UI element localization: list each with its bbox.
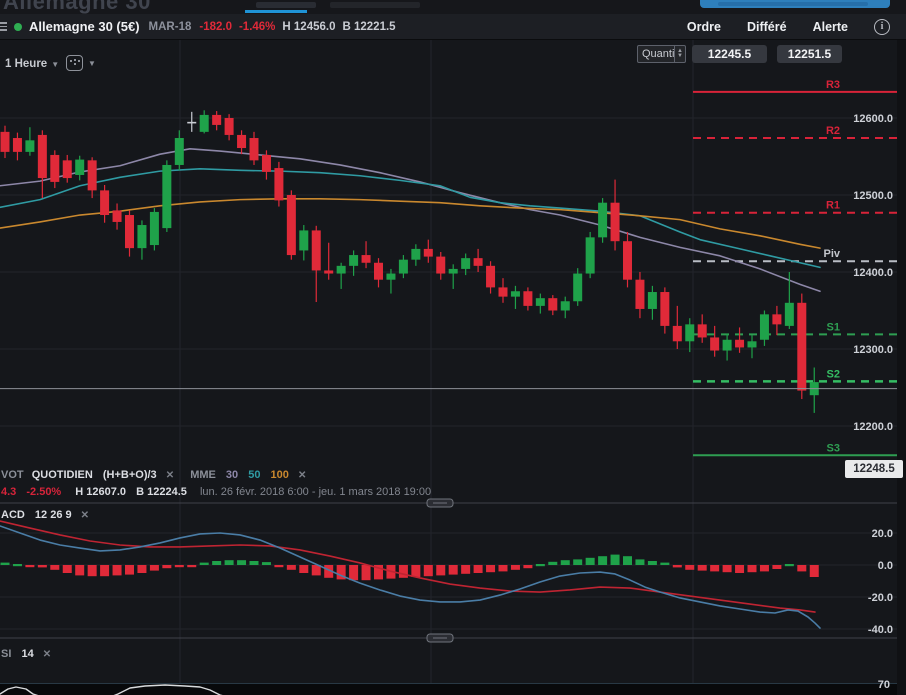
order-button[interactable]: Ordre [686,19,721,34]
pivot-name: QUOTIDIEN [31,469,93,481]
close-icon[interactable]: ✕ [42,649,52,660]
instrument-header: Allemagne 30 (5€) MAR-18 -182.0 -1.46% H… [0,14,906,40]
chart-area[interactable]: R3 R2 R1 Piv S1 S2 S3 12600.0 12500.0 12400.0 1230… [0,40,906,695]
svg-text:R3: R3 [826,79,840,91]
candlestick-type-icon [66,55,83,71]
session-low: B 12221.5 [342,20,396,33]
active-tab-underline [245,10,307,13]
clipped-tab-text [330,2,420,8]
candlestick-chart-canvas[interactable]: R3 R2 R1 Piv S1 S2 S3 12600.0 12500.0 12400.0 1230… [0,40,906,695]
svg-text:0.0: 0.0 [878,560,893,572]
indicator-values-row: 4.3 -2.50% H 12607.0 B 12224.5 lun. 26 f… [1,486,431,498]
svg-text:20.0: 20.0 [872,528,893,540]
svg-text:Piv: Piv [823,248,840,260]
svg-text:-20.0: -20.0 [868,592,893,604]
svg-text:12600.0: 12600.0 [853,113,893,125]
visible-date-range: lun. 26 févr. 2018 6:00 - jeu. 1 mars 20… [199,486,432,498]
current-price-tag: 12248.5 [845,459,903,478]
deferred-button[interactable]: Différé [746,19,787,34]
mme-label: MME [190,469,216,481]
clipped-page-title: Allemagne 30 [3,0,151,14]
macd-params: 12 26 9 [34,509,72,521]
change-value: -182.0 [199,20,232,33]
contract-month: MAR-18 [148,20,192,33]
macd-name-clipped: ACD [1,509,25,521]
clipped-top-tab-bar: Allemagne 30 [0,0,906,14]
market-open-status-dot [14,22,22,31]
chart-type-selector[interactable]: ▼ [66,55,96,71]
alert-button[interactable]: Alerte [812,19,848,34]
buy-price-button[interactable]: 12251.5 [777,45,842,63]
top-blue-button[interactable] [700,0,890,8]
pivot-formula: (H+B+O)/3 [102,469,157,481]
instrument-name: Allemagne 30 (5€) [29,19,140,34]
rsi-name-clipped: SI [1,648,12,660]
pivot-name-clipped: VOT [1,469,24,481]
chevron-down-icon: ▼ [88,58,96,68]
indicator-legend-pivot-mme: VOT QUOTIDIEN (H+B+O)/3 ✕ MME 30 50 100 … [1,469,311,481]
close-icon[interactable]: ✕ [165,470,175,481]
close-icon[interactable]: ✕ [297,470,307,481]
quantity-input[interactable]: Quanti ▲ ▼ [637,45,686,63]
indicator-legend-rsi: SI 14 ✕ [1,648,56,660]
quantity-stepper[interactable]: ▲ ▼ [674,46,685,62]
clipped-button-text [718,2,868,6]
rsi-params: 14 [21,648,34,660]
period-change-pct: -2.50% [26,486,62,498]
svg-text:12300.0: 12300.0 [853,344,893,356]
period-change-clipped: 4.3 [1,486,17,498]
info-icon[interactable]: i [874,18,890,35]
quantity-placeholder: Quanti [642,48,674,60]
menu-icon[interactable] [0,22,7,31]
svg-text:12200.0: 12200.0 [853,421,893,433]
timeframe-label: 1 Heure [5,58,48,70]
timeframe-selector[interactable]: 1 Heure ▼ [5,58,59,70]
period-low: B 12224.5 [136,486,187,498]
chevron-down-icon: ▼ [51,59,60,69]
session-high: H 12456.0 [282,20,336,33]
svg-text:S1: S1 [827,321,840,333]
svg-text:70: 70 [878,679,890,691]
svg-text:-40.0: -40.0 [868,624,893,636]
svg-text:R1: R1 [826,200,840,212]
mme-period-30: 30 [225,469,239,481]
mme-period-100: 100 [270,469,289,481]
clipped-tab-text [256,2,316,8]
svg-text:12400.0: 12400.0 [853,267,893,279]
svg-text:R2: R2 [826,125,840,137]
close-icon[interactable]: ✕ [80,510,90,521]
indicator-legend-macd: ACD 12 26 9 ✕ [1,509,94,521]
sell-price-button[interactable]: 12245.5 [692,45,767,63]
change-percent: -1.46% [238,20,276,33]
svg-text:12500.0: 12500.0 [853,190,893,202]
svg-text:S2: S2 [827,368,840,380]
svg-text:S3: S3 [827,442,840,454]
period-high: H 12607.0 [75,486,127,498]
mme-period-50: 50 [248,469,261,481]
